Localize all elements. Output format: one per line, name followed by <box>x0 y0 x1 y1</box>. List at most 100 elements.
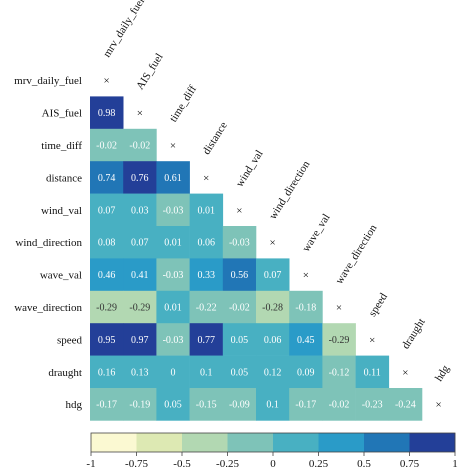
cell-value-label: -0.17 <box>96 400 117 411</box>
diagonal-marker: × <box>103 75 109 87</box>
heatmap-cell <box>123 226 157 259</box>
heatmap-cell <box>156 226 190 259</box>
row-label: mrv_daily_fuel <box>14 75 82 87</box>
heatmap-cell <box>189 193 224 227</box>
heatmap-cell <box>90 226 124 259</box>
cell-value-label: 0.09 <box>297 367 315 378</box>
cell-value-label: -0.29 <box>329 335 350 346</box>
heatmap-cell <box>222 258 257 292</box>
row-label: wave_direction <box>14 302 82 314</box>
colorbar-tick-label: 0.25 <box>309 458 329 470</box>
heatmap-cell <box>388 388 423 421</box>
column-label: speed <box>367 291 391 319</box>
cell-value-label: 0.06 <box>264 335 282 346</box>
heatmap-cell <box>222 355 257 389</box>
cell-value-label: 0.12 <box>264 367 282 378</box>
colorbar-tick-label: 1 <box>452 458 458 470</box>
column-label: wind_val <box>234 148 266 189</box>
cell-value-label: 0.06 <box>197 238 215 249</box>
colorbar-segment <box>91 433 137 452</box>
heatmap-cell <box>123 388 157 421</box>
row-label: wind_direction <box>15 237 82 249</box>
cell-value-label: -0.02 <box>96 141 117 152</box>
heatmap-cell <box>90 388 124 421</box>
heatmap-cell <box>322 323 356 356</box>
colorbar-tick-label: -0.5 <box>173 458 191 470</box>
cell-value-label: -0.19 <box>129 400 150 411</box>
cell-value-label: 0.07 <box>98 205 116 216</box>
heatmap-cell <box>90 161 124 194</box>
heatmap-cell <box>123 258 157 292</box>
heatmap-cell <box>90 355 124 389</box>
heatmap-cell <box>189 355 224 389</box>
cell-value-label: 0.01 <box>164 303 182 314</box>
heatmap-cell <box>322 355 356 389</box>
column-label: AIS_fuel <box>134 51 166 92</box>
diagonal-marker: × <box>336 302 342 314</box>
row-label: AIS_fuel <box>42 108 82 120</box>
colorbar-tick-label: 0 <box>270 458 276 470</box>
colorbar-segment <box>182 433 228 452</box>
row-label: speed <box>57 334 83 346</box>
cell-value-label: 0.01 <box>197 205 215 216</box>
heatmap-cell <box>156 161 190 194</box>
heatmap-cell <box>90 323 124 356</box>
colorbar-tick-label: -1 <box>86 458 95 470</box>
cell-value-label: 0.1 <box>200 367 213 378</box>
heatmap-cell <box>156 323 190 356</box>
cell-value-label: 0.95 <box>98 335 116 346</box>
column-label: hdg <box>433 363 452 384</box>
colorbar-tick-label: -0.75 <box>125 458 148 470</box>
cell-value-label: -0.24 <box>395 400 416 411</box>
column-label: wind_direction <box>267 158 313 221</box>
cell-value-label: 0.1 <box>266 400 279 411</box>
colorbar-tick-label: -0.25 <box>216 458 239 470</box>
heatmap-cell <box>289 388 323 421</box>
heatmap-cell <box>289 355 323 389</box>
heatmap-cell <box>222 323 257 356</box>
cell-value-label: 0.13 <box>131 367 149 378</box>
heatmap-cell <box>90 96 124 130</box>
heatmap-cell <box>322 388 356 421</box>
heatmap-cell <box>156 388 190 421</box>
heatmap-cell <box>156 193 190 227</box>
cell-value-label: -0.17 <box>295 400 316 411</box>
heatmap-cell <box>123 355 157 389</box>
heatmap-cell <box>222 290 257 324</box>
cell-value-label: -0.03 <box>163 270 184 281</box>
cell-value-label: -0.02 <box>129 141 150 152</box>
colorbar-segment <box>364 433 410 452</box>
cell-value-label: 0.07 <box>131 238 149 249</box>
heatmap-cell <box>256 355 290 389</box>
colorbar-segment <box>227 433 274 452</box>
cell-value-label: 0.01 <box>164 238 182 249</box>
row-label: distance <box>46 172 82 184</box>
row-label: wind_val <box>41 205 82 217</box>
cell-value-label: 0.46 <box>98 270 116 281</box>
heatmap-cell <box>355 388 390 421</box>
cell-value-label: -0.29 <box>129 303 150 314</box>
heatmap-cell <box>256 258 290 292</box>
diagonal-marker: × <box>369 334 375 346</box>
heatmap-cell <box>189 226 224 259</box>
cell-value-label: -0.09 <box>229 400 250 411</box>
cell-value-label: 0.76 <box>131 173 149 184</box>
cell-value-label: 0.61 <box>164 173 182 184</box>
column-label: draught <box>400 316 428 351</box>
heatmap-cell <box>189 388 224 421</box>
cell-value-label: 0.33 <box>197 270 215 281</box>
cell-value-label: -0.28 <box>262 303 283 314</box>
diagonal-marker: × <box>435 399 441 411</box>
cell-value-label: 0.98 <box>98 108 116 119</box>
row-label: hdg <box>66 399 83 411</box>
heatmap-cell <box>90 128 124 162</box>
heatmap-cell <box>256 323 290 356</box>
cell-value-label: -0.18 <box>295 303 316 314</box>
colorbar-segment <box>273 433 319 452</box>
cell-value-label: 0.11 <box>364 367 381 378</box>
cell-value-label: -0.02 <box>329 400 350 411</box>
heatmap-cell <box>90 258 124 292</box>
diagonal-marker: × <box>303 270 309 282</box>
cell-value-label: 0.05 <box>231 367 249 378</box>
